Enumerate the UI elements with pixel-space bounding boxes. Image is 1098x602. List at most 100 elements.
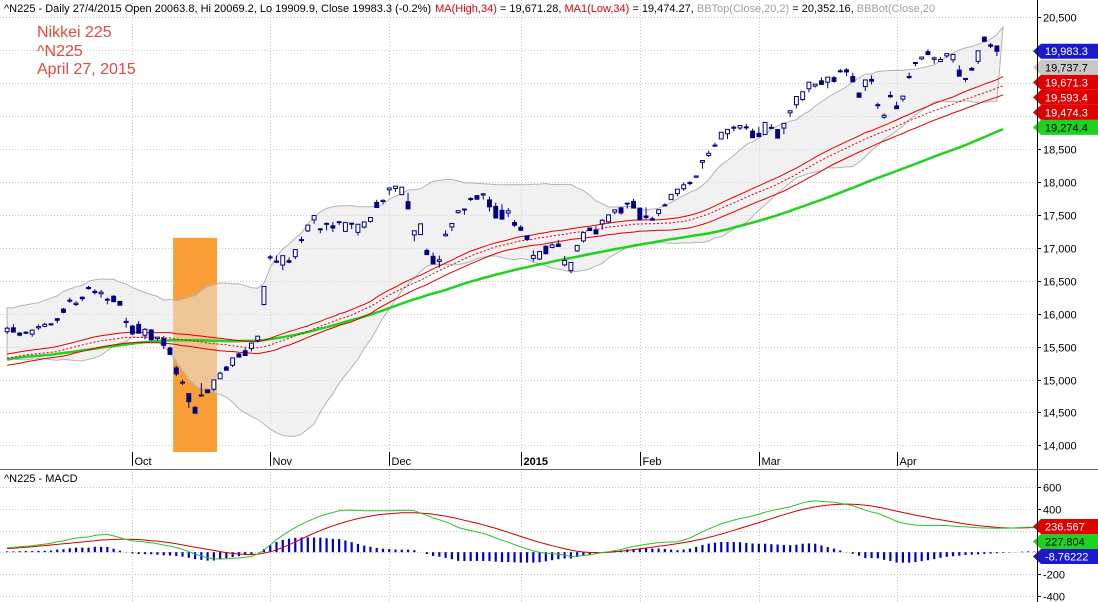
- moving-averages: [6, 76, 1004, 366]
- macd-tick-label: 600: [1043, 483, 1061, 495]
- candle-body: [374, 201, 380, 209]
- candle-body: [324, 222, 330, 225]
- price-tick-label: 18,500: [1043, 145, 1077, 157]
- candle-body: [311, 214, 317, 221]
- price-tag: 19,593.4: [1033, 89, 1098, 105]
- candle-body: [537, 250, 543, 260]
- price-tag-box: [1033, 119, 1098, 135]
- candle-body: [812, 83, 818, 87]
- ma-low-line: [7, 94, 1004, 366]
- macd-signal-line: [7, 503, 1060, 556]
- candle-body: [98, 291, 104, 295]
- bbbot-label: BBBot(Close,20: [857, 3, 935, 15]
- candle-body: [368, 217, 373, 222]
- candle-body: [800, 91, 806, 100]
- candle-body: [86, 286, 92, 290]
- macd-title: ^N225 - MACD: [4, 473, 78, 485]
- candle-body: [906, 75, 912, 78]
- date-axis: Oct Nov Dec 2015 Feb Mar Apr: [132, 452, 917, 468]
- candle-body: [173, 367, 179, 375]
- candle-body: [405, 201, 411, 210]
- candle-body: [317, 228, 323, 231]
- price-tick-label: 15,000: [1043, 376, 1077, 388]
- candle-body: [123, 320, 129, 323]
- candle-body: [499, 209, 505, 220]
- price-tick-label: 17,500: [1043, 211, 1077, 223]
- candle-body: [925, 51, 931, 56]
- candle-body: [42, 323, 48, 327]
- candle-body: [587, 227, 593, 232]
- macd-tag: 236.567: [1033, 519, 1098, 535]
- candle-body: [793, 95, 799, 106]
- candle-body: [430, 255, 436, 265]
- price-tag-box: [1033, 104, 1098, 120]
- macd-tag-box: [1033, 549, 1098, 565]
- candle-body: [831, 77, 837, 82]
- candle-body: [129, 325, 135, 335]
- candle-body: [436, 259, 442, 262]
- symbol-info: ^N225 - Daily 27/4/2015 Open 20063.8, Hi…: [4, 3, 431, 15]
- candle-body: [681, 184, 687, 190]
- candle-body: [67, 299, 73, 302]
- price-tag-label: 19,474.3: [1045, 107, 1088, 119]
- bbtop-label: BBTop(Close,20,2): [697, 3, 789, 15]
- candle-body: [505, 210, 511, 214]
- candle-body: [612, 209, 618, 213]
- candle-body: [248, 342, 254, 349]
- candle-body: [969, 67, 975, 71]
- ma-low-value: = 19,474.27,: [629, 3, 697, 15]
- candle-body: [944, 53, 950, 57]
- candle-body: [900, 95, 906, 100]
- candle-body: [267, 256, 273, 259]
- candle-body: [161, 338, 167, 346]
- price-tag-box: [1033, 74, 1098, 90]
- candle-body: [656, 209, 662, 214]
- candle-body: [781, 122, 787, 129]
- candle-body: [223, 366, 229, 371]
- candle-body: [912, 62, 918, 65]
- candle-body: [981, 36, 987, 42]
- candle-body: [988, 44, 994, 47]
- candle-body: [186, 393, 192, 403]
- date-tick-label: Feb: [643, 456, 662, 468]
- candle-body: [211, 379, 217, 390]
- candle-body: [355, 223, 361, 233]
- candle-body: [956, 69, 962, 77]
- price-tag-box: [1033, 89, 1098, 105]
- price-tick-label: 16,000: [1043, 310, 1077, 322]
- bbtop-value: = 20,352.16,: [789, 3, 857, 15]
- candle-body: [606, 214, 611, 223]
- candle-body: [775, 129, 781, 139]
- candle-body: [549, 244, 555, 248]
- candle-body: [762, 121, 768, 135]
- macd-tag-box: [1033, 534, 1098, 550]
- price-tag-label: 19,274.4: [1045, 122, 1088, 134]
- price-tick-label: 18,000: [1043, 178, 1077, 190]
- ma-high-value: = 19,671.28,: [497, 3, 565, 15]
- chart-title: Nikkei 225: [37, 24, 112, 41]
- candle-body: [731, 126, 737, 129]
- candle-body: [618, 207, 624, 214]
- candle-body: [919, 56, 925, 60]
- bollinger-band: [6, 25, 1004, 437]
- candle-body: [869, 78, 875, 82]
- price-tag: 19,737.7: [1033, 59, 1098, 75]
- candle-body: [787, 110, 793, 114]
- candle-body: [994, 45, 1000, 52]
- candle-body: [349, 222, 355, 225]
- candle-body: [418, 223, 424, 236]
- candle-body: [217, 372, 223, 380]
- candle-body: [950, 53, 956, 61]
- candle-body: [73, 302, 79, 305]
- candle-body: [887, 94, 893, 98]
- candle-body: [743, 126, 749, 129]
- price-tick-label: 16,500: [1043, 277, 1077, 289]
- ma-long-line: [6, 127, 1004, 361]
- macd-tag-box: [1033, 519, 1098, 535]
- candle-body: [530, 254, 536, 259]
- candle-body: [975, 50, 981, 62]
- ma-high-label: MA(High,34): [435, 3, 497, 15]
- candle-body: [574, 244, 580, 252]
- date-tick-label: Dec: [392, 456, 412, 468]
- header-clip: [1018, 2, 1034, 16]
